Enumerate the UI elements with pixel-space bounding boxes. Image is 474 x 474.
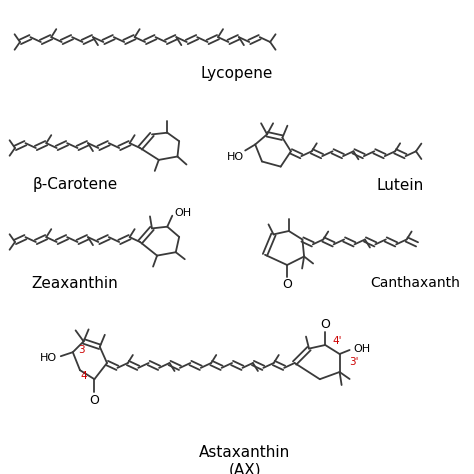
Text: 3: 3 bbox=[79, 345, 85, 355]
Text: Lycopene: Lycopene bbox=[201, 65, 273, 81]
Text: 4': 4' bbox=[332, 336, 342, 346]
Text: Astaxanthin
(AX): Astaxanthin (AX) bbox=[200, 445, 291, 474]
Text: OH: OH bbox=[175, 208, 192, 218]
Text: 3': 3' bbox=[349, 357, 358, 367]
Text: O: O bbox=[282, 279, 292, 292]
Text: Canthaxanth: Canthaxanth bbox=[370, 276, 460, 290]
Text: O: O bbox=[320, 318, 330, 330]
Text: Zeaxanthin: Zeaxanthin bbox=[32, 275, 118, 291]
Text: OH: OH bbox=[353, 344, 370, 354]
Text: 4: 4 bbox=[80, 371, 87, 381]
Text: HO: HO bbox=[40, 353, 57, 363]
Text: HO: HO bbox=[227, 152, 244, 162]
Text: β-Carotene: β-Carotene bbox=[32, 177, 118, 192]
Text: Lutein: Lutein bbox=[376, 177, 424, 192]
Text: O: O bbox=[90, 394, 100, 407]
